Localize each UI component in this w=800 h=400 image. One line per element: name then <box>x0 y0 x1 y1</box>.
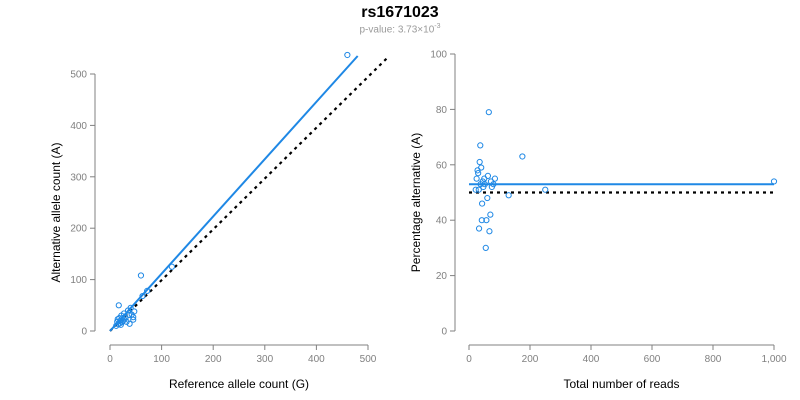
right-x-tick-label: 0 <box>466 354 472 365</box>
right-data-point <box>478 164 485 171</box>
left-reference-line <box>109 56 389 332</box>
right-data-point <box>478 217 485 224</box>
left-fit-line <box>109 55 359 332</box>
right-data-point <box>770 178 778 185</box>
left-data-point <box>131 308 138 315</box>
chart-subtitle: p-value: 3.73×10-3 <box>0 23 800 35</box>
right-data-point <box>485 109 492 116</box>
left-x-tick-label: 200 <box>205 354 222 365</box>
right-x-axis-title: Total number of reads <box>563 377 679 391</box>
left-data-point <box>130 314 137 321</box>
left-y-tick-label: 200 <box>70 224 87 235</box>
right-data-point <box>473 175 480 182</box>
left-data-point <box>139 292 146 300</box>
left-x-tick-label: 300 <box>256 354 273 365</box>
left-y-tick-label: 500 <box>70 70 87 81</box>
right-data-point <box>491 175 499 182</box>
right-y-tick-label: 40 <box>436 216 448 227</box>
right-data-point <box>475 170 482 177</box>
right-data-point <box>472 186 479 193</box>
right-y-tick-label: 100 <box>430 50 447 61</box>
left-y-tick-label: 400 <box>70 121 87 132</box>
right-data-point <box>475 225 483 232</box>
right-y-tick-label: 80 <box>436 105 448 116</box>
left-data-point <box>127 304 134 311</box>
right-data-point <box>477 142 484 149</box>
left-data-point <box>168 263 176 270</box>
left-data-point <box>130 316 137 323</box>
right-data-point <box>481 181 488 188</box>
right-y-tick-label: 0 <box>441 327 447 338</box>
right-data-point <box>479 200 486 207</box>
right-x-tick-label: 200 <box>522 354 539 365</box>
p-value-exponent: -3 <box>434 23 441 30</box>
right-x-tick-label: 400 <box>583 354 600 365</box>
right-data-point <box>484 194 491 202</box>
left-x-tick-label: 100 <box>153 354 170 365</box>
right-data-point <box>519 153 526 160</box>
right-data-point <box>542 186 549 193</box>
left-y-axis-title: Alternative allele count (A) <box>49 142 63 282</box>
left-data-point <box>115 302 122 309</box>
left-data-point <box>344 51 351 59</box>
left-x-tick-label: 500 <box>360 354 377 365</box>
right-data-point <box>475 186 482 193</box>
right-y-tick-label: 60 <box>436 160 448 171</box>
left-data-point <box>144 287 151 295</box>
right-data-point <box>490 181 497 188</box>
right-y-tick-label: 20 <box>436 271 448 282</box>
right-data-point <box>486 228 493 235</box>
right-x-tick-label: 600 <box>644 354 661 365</box>
p-value-text: p-value: 3.73×10 <box>359 24 435 36</box>
right-data-point <box>487 211 494 218</box>
left-x-tick-label: 0 <box>107 354 113 365</box>
right-x-tick-label: 800 <box>705 354 722 365</box>
left-data-point <box>123 318 130 325</box>
left-x-tick-label: 400 <box>308 354 325 365</box>
left-y-tick-label: 300 <box>70 172 87 183</box>
right-data-point <box>484 172 492 179</box>
left-data-point <box>126 320 133 327</box>
right-y-axis-title: Percentage alternative (A) <box>409 133 423 272</box>
left-data-point <box>137 272 145 279</box>
right-data-point <box>476 158 483 166</box>
left-y-tick-label: 100 <box>70 275 87 286</box>
right-data-point <box>505 192 512 199</box>
right-x-tick-label: 1,000 <box>761 354 786 365</box>
left-y-tick-label: 0 <box>81 327 87 338</box>
right-data-point <box>483 217 490 224</box>
right-data-point <box>482 244 489 251</box>
chart-title: rs1671023 <box>361 4 439 21</box>
left-x-axis-title: Reference allele count (G) <box>169 377 309 391</box>
